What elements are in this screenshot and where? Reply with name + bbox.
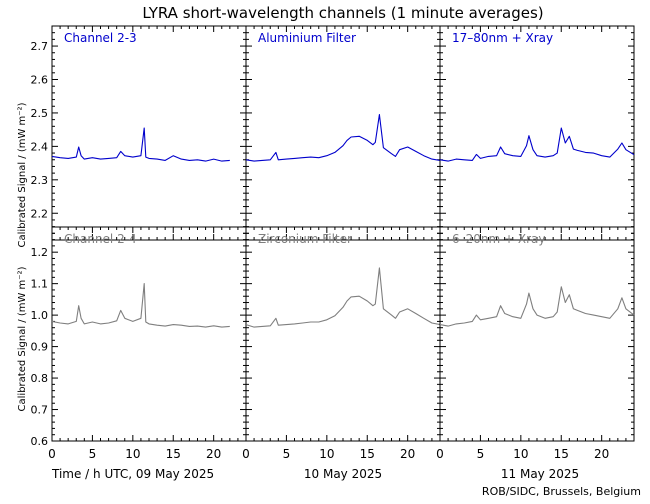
- panel-frame-bottom-left: [51, 226, 247, 442]
- y-axis-label-top: Calibrated Signal / (mW m⁻²): [17, 102, 28, 247]
- x-tick-label: 0: [242, 447, 250, 461]
- panel-label-bottom-middle: Zirconium Filter: [258, 232, 352, 246]
- y-tick-label: 2.6: [31, 74, 49, 87]
- panel-frame-top-left: [51, 25, 247, 241]
- series-line-bottom-left: [51, 283, 230, 328]
- x-tick-label: 20: [206, 447, 221, 461]
- y-tick-label: 2.3: [31, 174, 49, 187]
- panel-frame-top-middle: [245, 25, 441, 241]
- day-label-10-may: 10 May 2025: [304, 467, 382, 481]
- x-tick-label: 10: [125, 447, 140, 461]
- panel-label-top-middle: Aluminium Filter: [258, 31, 356, 45]
- x-tick-label: 10: [513, 447, 528, 461]
- y-tick-label: 1.1: [31, 278, 49, 291]
- chart-title: LYRA short-wavelength channels (1 minute…: [142, 4, 543, 22]
- series-line-bottom-middle: [245, 267, 441, 328]
- x-axis-label: Time / h UTC, 09 May 2025: [51, 467, 214, 481]
- y-tick-label: 2.4: [31, 140, 49, 153]
- x-tick-label: 5: [283, 447, 291, 461]
- series-line-top-left: [51, 127, 230, 162]
- y-tick-label: 1.0: [31, 309, 49, 322]
- series-line-bottom-right: [439, 286, 635, 327]
- x-tick-label: 15: [360, 447, 375, 461]
- x-tick-label: 15: [166, 447, 181, 461]
- panel-frame-top-right: [439, 25, 635, 241]
- y-axis-label-bottom: Calibrated Signal / (mW m⁻²): [17, 266, 28, 411]
- day-label-11-may: 11 May 2025: [501, 467, 579, 481]
- series-line-top-middle: [245, 114, 441, 162]
- y-tick-label: 2.7: [31, 40, 49, 53]
- panel-frame-bottom-right: [439, 226, 635, 442]
- y-tick-label: 0.9: [31, 341, 49, 354]
- x-tick-label: 20: [594, 447, 609, 461]
- y-tick-label: 0.6: [31, 435, 49, 448]
- series-line-top-right: [439, 127, 635, 162]
- y-tick-label: 0.8: [31, 372, 49, 385]
- x-tick-label: 5: [89, 447, 97, 461]
- y-tick-label: 0.7: [31, 404, 49, 417]
- panel-label-bottom-left: Channel 2-4: [64, 232, 137, 246]
- x-tick-label: 0: [48, 447, 56, 461]
- panel-label-bottom-right: 6–20nm + Xray: [452, 232, 546, 246]
- credit-label: ROB/SIDC, Brussels, Belgium: [482, 485, 641, 498]
- x-tick-label: 0: [436, 447, 444, 461]
- panel-label-top-right: 17–80nm + Xray: [452, 31, 553, 45]
- x-tick-label: 10: [319, 447, 334, 461]
- panel-frame-bottom-middle: [245, 226, 441, 442]
- y-tick-label: 2.2: [31, 207, 49, 220]
- x-tick-label: 20: [400, 447, 415, 461]
- x-tick-label: 15: [554, 447, 569, 461]
- x-tick-label: 5: [477, 447, 485, 461]
- panel-label-top-left: Channel 2-3: [64, 31, 137, 45]
- y-tick-label: 2.5: [31, 107, 49, 120]
- y-tick-label: 1.2: [31, 246, 49, 259]
